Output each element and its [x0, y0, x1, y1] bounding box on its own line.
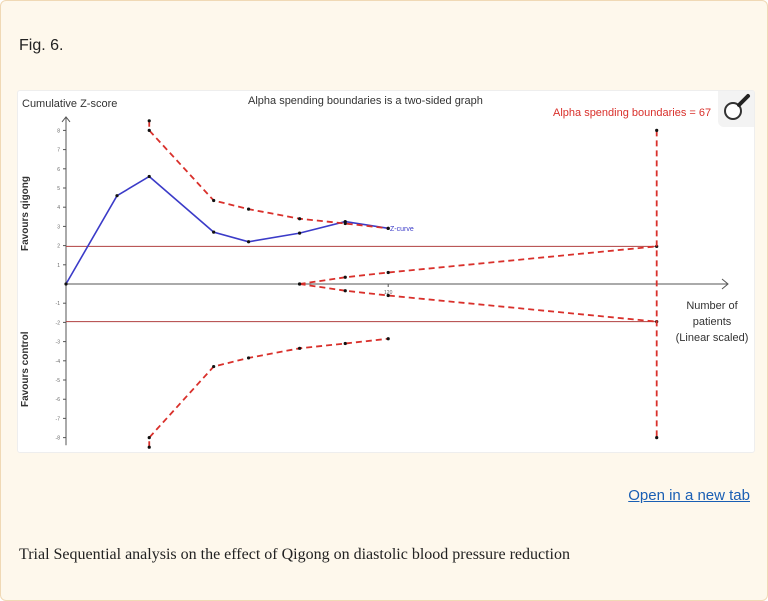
y-axis-arrow [61, 116, 71, 123]
lower-region-label: Favours control [20, 331, 31, 407]
y-tick-label: -2 [56, 320, 61, 326]
figure-image[interactable]: Cumulative Z-score Alpha spending bounda… [17, 90, 755, 453]
x-axis-title-3: (Linear scaled) [676, 332, 749, 344]
boundary-line [299, 245, 657, 285]
y-tick-label: -5 [56, 378, 61, 384]
data-point [343, 341, 347, 346]
y-tick-label: 5 [57, 186, 60, 192]
y-tick-label: 7 [57, 148, 60, 154]
data-point [147, 445, 151, 449]
data-point [212, 198, 216, 203]
data-point [297, 217, 302, 221]
open-in-new-tab-link[interactable]: Open in a new tab [628, 487, 750, 504]
y-tick-label: -3 [56, 340, 61, 346]
x-axis-arrow [721, 278, 729, 290]
data-point [246, 356, 251, 360]
data-point [386, 337, 390, 341]
magnifier-icon[interactable] [718, 91, 754, 127]
y-tick-label: -8 [56, 436, 61, 442]
boundary-label: Alpha spending boundaries = 67 [553, 107, 711, 119]
y-tick-label: 4 [57, 205, 60, 211]
upper-region-label: Favours qigong [20, 176, 31, 251]
y-tick-label: 3 [57, 224, 60, 230]
data-point [212, 230, 216, 234]
data-point [297, 346, 302, 350]
boundary-line [148, 337, 389, 448]
data-point [297, 231, 302, 235]
data-point [343, 275, 347, 279]
boundary-line [148, 120, 389, 230]
data-point [386, 270, 390, 275]
y-tick-label: -6 [56, 397, 61, 403]
data-point [147, 436, 151, 440]
figure-label: Fig. 6. [19, 37, 64, 54]
y-tick-label: 6 [57, 167, 60, 173]
y-tick-label: -4 [56, 359, 61, 365]
x-tick-label: 120 [384, 290, 393, 296]
data-point [246, 240, 251, 244]
data-point [115, 194, 119, 198]
data-point [343, 289, 347, 293]
y-tick-label: 8 [57, 128, 60, 134]
y-axis-title: Cumulative Z-score [22, 98, 117, 110]
data-point [655, 128, 659, 132]
y-tick-label: -1 [56, 301, 61, 307]
data-point [386, 226, 390, 230]
z-curve-line [65, 175, 389, 285]
y-tick-label: -7 [56, 416, 61, 422]
data-point [212, 364, 216, 369]
data-point [147, 119, 151, 123]
data-point [64, 282, 68, 286]
data-point [386, 293, 390, 298]
tsa-chart: Cumulative Z-score Alpha spending bounda… [20, 95, 749, 449]
data-point [297, 282, 302, 286]
x-axis-title-1: Number of [686, 300, 738, 312]
x-axis-title-2: patients [693, 316, 732, 328]
chart-title: Alpha spending boundaries is a two-sided… [248, 95, 483, 107]
y-tick-label: 2 [57, 244, 60, 250]
y-tick-label: 1 [57, 263, 60, 269]
data-point [343, 221, 347, 226]
data-point [655, 436, 659, 440]
data-point [147, 128, 151, 132]
data-point [147, 174, 151, 179]
z-curve-label: Z-curve [390, 226, 414, 233]
data-point [246, 207, 251, 211]
figure-caption: Trial Sequential analysis on the effect … [19, 546, 570, 563]
boundary-line [299, 283, 657, 323]
